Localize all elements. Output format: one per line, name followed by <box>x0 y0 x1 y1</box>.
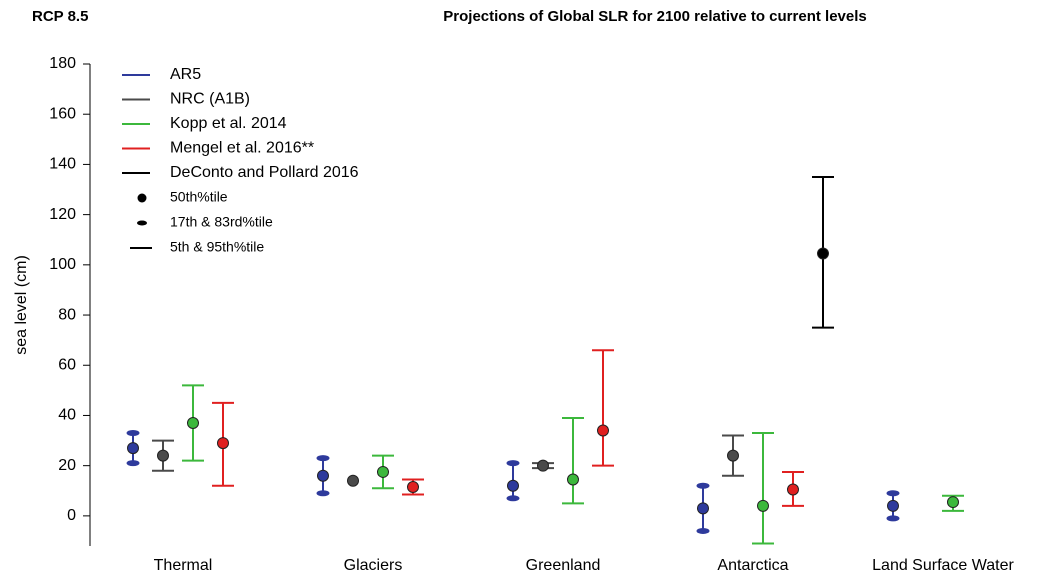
legend-label: Mengel et al. 2016** <box>170 140 314 157</box>
error-cap <box>316 490 330 497</box>
x-tick-label: Glaciers <box>344 557 403 574</box>
error-cap <box>506 495 520 502</box>
error-cap <box>506 460 520 467</box>
error-cap <box>696 482 710 489</box>
error-cap <box>126 460 140 467</box>
chart-title: Projections of Global SLR for 2100 relat… <box>443 8 866 25</box>
y-tick-label: 60 <box>58 356 76 373</box>
y-tick-label: 40 <box>58 407 76 424</box>
median-point <box>127 442 139 455</box>
y-tick-label: 120 <box>49 206 76 223</box>
y-tick-label: 20 <box>58 457 76 474</box>
median-point <box>727 449 739 462</box>
legend-label: DeConto and Pollard 2016 <box>170 164 359 181</box>
legend-label: 5th & 95th%tile <box>170 239 264 255</box>
x-tick-label: Land Surface Water <box>872 557 1014 574</box>
median-point <box>317 469 329 482</box>
y-tick-label: 0 <box>67 507 76 524</box>
median-point <box>757 499 769 512</box>
median-point <box>157 449 169 462</box>
legend-label: 50th%tile <box>170 189 228 205</box>
y-tick-label: 100 <box>49 256 76 273</box>
error-cap <box>886 515 900 522</box>
y-axis-label: sea level (cm) <box>13 255 30 355</box>
error-cap <box>316 455 330 462</box>
median-point <box>217 437 229 450</box>
legend-marker <box>137 193 147 203</box>
x-tick-label: Antarctica <box>717 557 788 574</box>
median-point <box>947 496 959 509</box>
legend-label: NRC (A1B) <box>170 91 250 108</box>
median-point <box>567 473 579 486</box>
x-tick-label: Thermal <box>154 557 213 574</box>
y-tick-label: 80 <box>58 306 76 323</box>
y-tick-label: 180 <box>49 55 76 72</box>
median-point <box>787 483 799 496</box>
legend-marker <box>137 220 147 226</box>
median-point <box>407 481 419 494</box>
error-cap <box>696 527 710 534</box>
legend-label: AR5 <box>170 66 201 83</box>
y-tick-label: 140 <box>49 156 76 173</box>
median-point <box>817 247 829 260</box>
y-tick-label: 160 <box>49 105 76 122</box>
median-point <box>377 465 389 478</box>
median-point <box>597 424 609 437</box>
legend-label: Kopp et al. 2014 <box>170 115 287 132</box>
chart-subtitle: RCP 8.5 <box>32 8 88 25</box>
median-point <box>697 502 709 515</box>
legend-label: 17th & 83rd%tile <box>170 214 273 230</box>
median-point <box>507 479 519 492</box>
median-point <box>187 416 199 429</box>
x-tick-label: Greenland <box>526 557 601 574</box>
median-point <box>887 499 899 512</box>
median-point <box>347 474 359 487</box>
error-cap <box>126 430 140 437</box>
median-point <box>537 459 549 472</box>
error-cap <box>886 490 900 497</box>
